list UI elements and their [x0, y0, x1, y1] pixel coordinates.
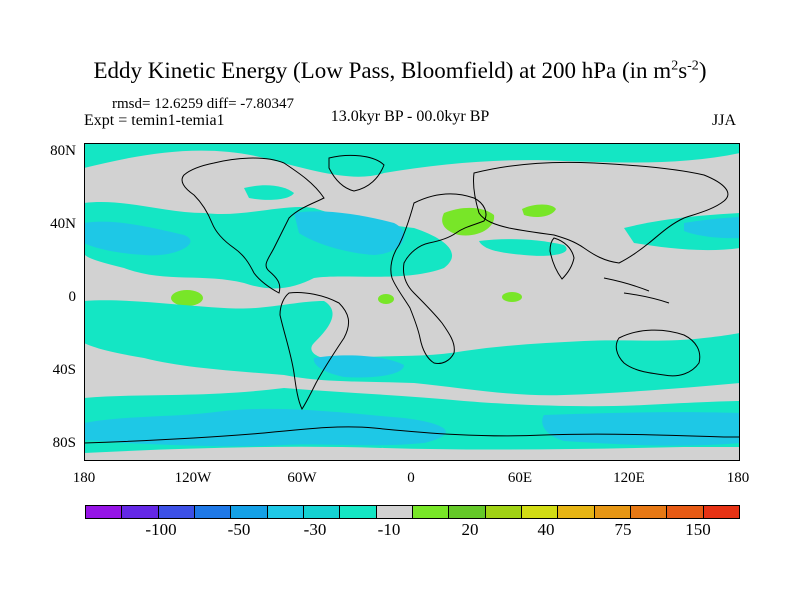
colorbar-label: -100: [145, 520, 177, 539]
arctic-band: [84, 143, 740, 177]
colorbar-swatch: [158, 506, 195, 518]
colorbar-label: 20: [461, 520, 479, 539]
south-midlat-band: [84, 300, 740, 396]
colorbar-swatch: [558, 506, 595, 518]
north-pacific-blue: [84, 221, 191, 256]
green-patch-3: [171, 290, 203, 306]
colorbar-label: 150: [685, 520, 711, 539]
colorbar-swatch: [376, 506, 413, 518]
xtick-label: 0: [407, 470, 415, 486]
colorbar-swatch: [340, 506, 377, 518]
colorbar-swatch: [521, 506, 559, 518]
chart-title: Eddy Kinetic Energy (Low Pass, Bloomfiel…: [93, 58, 707, 83]
colorbar-label: -30: [303, 520, 327, 539]
ytick-label: 0: [68, 289, 77, 305]
xtick-label: 180: [72, 470, 96, 486]
colorbar: [85, 505, 740, 519]
xtick-label: 120W: [174, 470, 212, 486]
colorbar-swatch: [303, 506, 341, 518]
colorbar-swatch: [594, 506, 631, 518]
coastlines: [84, 154, 740, 444]
map-plot: [84, 143, 740, 461]
colorbar-swatch: [449, 506, 486, 518]
xtick-label: 60E: [507, 470, 533, 486]
colorbar-swatch: [86, 506, 123, 518]
stats-label: rmsd= 12.6259 diff= -7.80347: [112, 96, 295, 112]
green-patch-1: [442, 207, 495, 236]
ytick-label: 80S: [52, 435, 76, 451]
colorbar-swatch: [267, 506, 304, 518]
southern-ocean-blue-2: [542, 412, 740, 446]
period-label: 13.0kyr BP - 00.0kyr BP: [330, 108, 490, 125]
colorbar-swatch: [485, 506, 522, 518]
colorbar-label: -50: [227, 520, 251, 539]
colorbar-swatch: [703, 506, 739, 518]
xtick-label: 60W: [287, 470, 317, 486]
green-patch-2: [522, 204, 556, 217]
xtick-label: 180: [726, 470, 750, 486]
colorbar-swatch: [231, 506, 268, 518]
colorbar-swatch: [630, 506, 668, 518]
colorbar-swatch: [412, 506, 450, 518]
colorbar-label: -10: [377, 520, 401, 539]
colorbar-label: 40: [537, 520, 555, 539]
season-label: JJA: [712, 112, 737, 129]
ytick-label: 80N: [50, 143, 76, 159]
colorbar-label: 75: [614, 520, 632, 539]
colorbar-swatch: [122, 506, 159, 518]
north-atlantic-blue: [294, 211, 405, 255]
colorbar-swatch: [194, 506, 232, 518]
north-pacific-east-blue: [684, 217, 740, 239]
experiment-label: Expt = temin1-temia1: [84, 112, 225, 129]
colorbar-swatch: [667, 506, 704, 518]
ytick-label: 40S: [52, 362, 76, 378]
ytick-label: 40N: [50, 216, 76, 232]
plot-frame: [84, 143, 740, 461]
xtick-label: 120E: [613, 470, 645, 486]
southern-ocean-blue-1: [84, 408, 446, 447]
